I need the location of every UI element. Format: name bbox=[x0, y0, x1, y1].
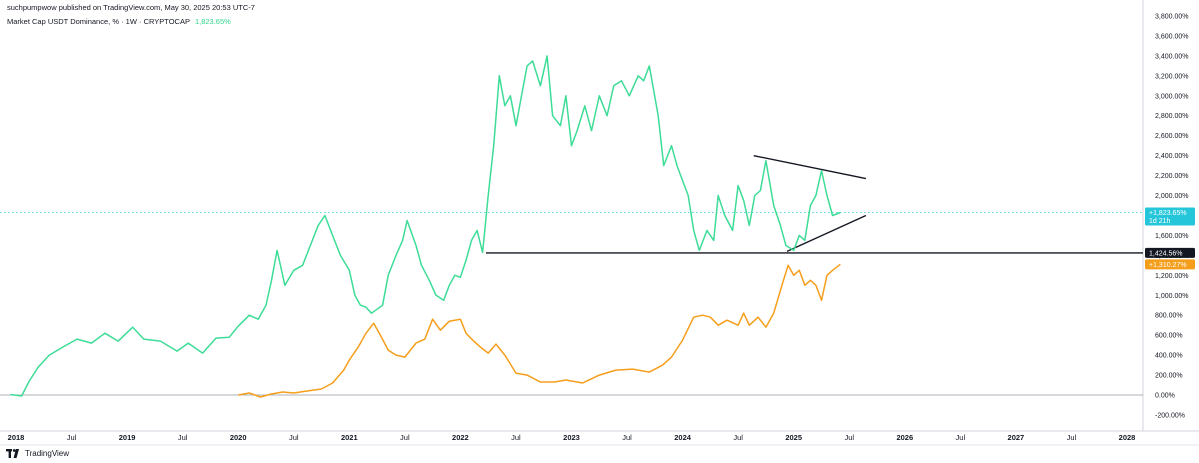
horizontal-ray-label-text: 1,424.56% bbox=[1149, 250, 1182, 257]
upper-trendline[interactable] bbox=[753, 154, 867, 180]
x-tick-label: Jul bbox=[844, 433, 854, 442]
secondary-value-label-text: +1,310.27% bbox=[1149, 262, 1187, 269]
y-tick-label: 3,800.00% bbox=[1155, 14, 1188, 21]
x-tick-label: Jul bbox=[400, 433, 410, 442]
usdt-dominance-line[interactable] bbox=[10, 55, 841, 397]
y-tick-label: 2,600.00% bbox=[1155, 133, 1188, 140]
x-tick-label: Jul bbox=[733, 433, 743, 442]
lower-trendline[interactable] bbox=[786, 214, 867, 253]
current-value-label-text: +1,823.65% bbox=[1149, 210, 1187, 217]
y-tick-label: 2,400.00% bbox=[1155, 153, 1188, 160]
y-tick-label: 1,000.00% bbox=[1155, 293, 1188, 300]
x-tick-label: 2028 bbox=[1119, 433, 1136, 442]
current-value-label-bg bbox=[1145, 207, 1195, 226]
secondary-value-label-bg bbox=[1145, 259, 1195, 270]
secondary-series-line[interactable] bbox=[238, 263, 841, 398]
y-tick-label: 2,200.00% bbox=[1155, 173, 1188, 180]
y-tick-label: 200.00% bbox=[1155, 373, 1183, 380]
y-tick-label: 1,200.00% bbox=[1155, 273, 1188, 280]
x-tick-label: Jul bbox=[178, 433, 188, 442]
x-tick-label: 2023 bbox=[563, 433, 580, 442]
publish-info: suchpumpwow published on TradingView.com… bbox=[7, 3, 255, 12]
x-tick-label: 2024 bbox=[674, 433, 692, 442]
x-tick-label: 2026 bbox=[896, 433, 913, 442]
x-tick-label: 2027 bbox=[1008, 433, 1025, 442]
legend-label: Market Cap USDT Dominance, % · 1W · CRYP… bbox=[7, 17, 190, 26]
horizontal-ray-label: 1,424.56% bbox=[1145, 247, 1195, 258]
y-tick-label: 1,600.00% bbox=[1155, 233, 1188, 240]
x-tick-label: Jul bbox=[622, 433, 632, 442]
x-tick-label: 2018 bbox=[8, 433, 25, 442]
x-tick-label: Jul bbox=[511, 433, 521, 442]
horizontal-ray-label-bg bbox=[1145, 247, 1195, 258]
y-tick-label: 600.00% bbox=[1155, 333, 1183, 340]
x-tick-label: 2022 bbox=[452, 433, 469, 442]
y-tick-label: 2,000.00% bbox=[1155, 193, 1188, 200]
y-tick-label: 0.00% bbox=[1155, 393, 1175, 400]
x-tick-label: 2019 bbox=[119, 433, 136, 442]
y-tick-label: 3,200.00% bbox=[1155, 73, 1188, 80]
y-tick-label: 3,000.00% bbox=[1155, 93, 1188, 100]
tradingview-logo-icon bbox=[6, 449, 22, 458]
y-tick-label: -200.00% bbox=[1155, 412, 1185, 419]
footer-brand: TradingView bbox=[25, 449, 70, 458]
current-value-label: +1,823.65%1d 21h bbox=[1145, 207, 1195, 226]
x-tick-label: Jul bbox=[67, 433, 77, 442]
footer: TradingView bbox=[6, 449, 69, 458]
y-tick-label: 400.00% bbox=[1155, 353, 1183, 360]
y-tick-label: 3,600.00% bbox=[1155, 33, 1188, 40]
secondary-value-label: +1,310.27% bbox=[1145, 259, 1195, 270]
x-tick-label: Jul bbox=[1067, 433, 1077, 442]
legend-value: 1,823.65% bbox=[194, 17, 231, 26]
x-tick-label: 2020 bbox=[230, 433, 247, 442]
x-tick-label: Jul bbox=[289, 433, 299, 442]
y-tick-label: 3,400.00% bbox=[1155, 53, 1188, 60]
y-tick-label: 2,800.00% bbox=[1155, 113, 1188, 120]
current-value-label-text: 1d 21h bbox=[1149, 218, 1171, 225]
series-legend[interactable]: Market Cap USDT Dominance, % · 1W · CRYP… bbox=[7, 17, 231, 26]
x-tick-label: 2021 bbox=[341, 433, 358, 442]
x-tick-label: 2025 bbox=[785, 433, 802, 442]
y-tick-label: 800.00% bbox=[1155, 313, 1183, 320]
x-tick-label: Jul bbox=[956, 433, 966, 442]
